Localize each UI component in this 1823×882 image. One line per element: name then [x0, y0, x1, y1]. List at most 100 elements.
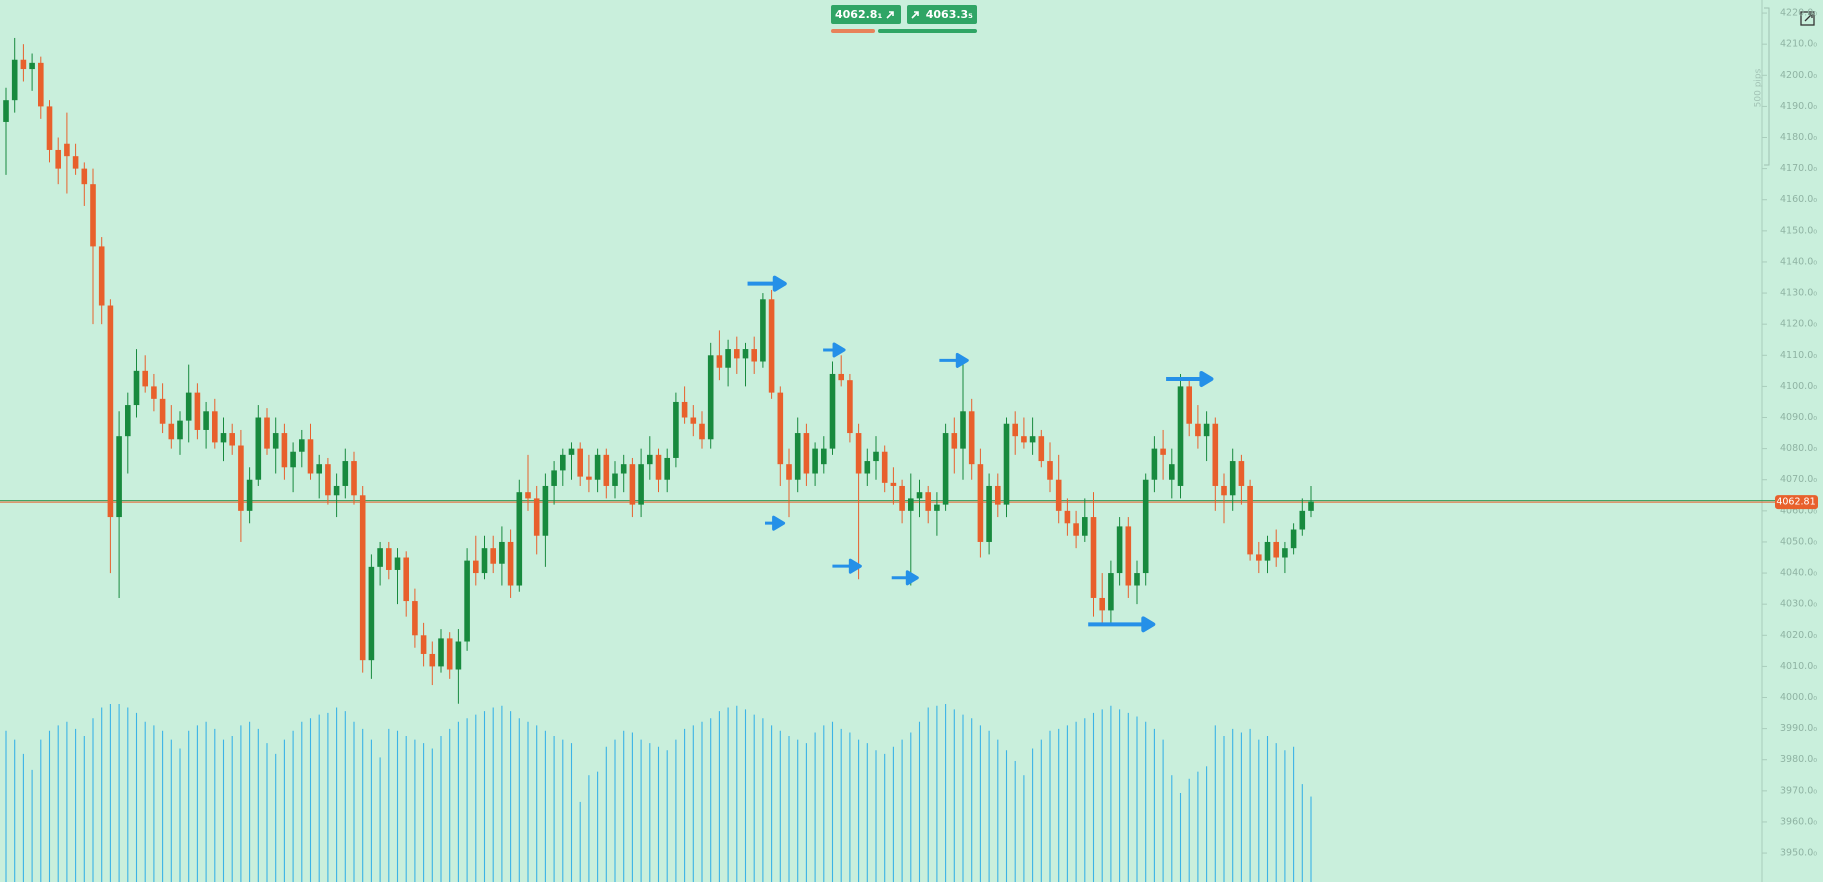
candle-body	[1256, 554, 1262, 561]
candle-body	[681, 401, 688, 418]
candle-body	[159, 398, 166, 424]
candle-body	[560, 454, 566, 471]
candle-body	[464, 560, 470, 642]
buy-button[interactable]	[907, 5, 977, 24]
candle-body	[1290, 529, 1297, 549]
candle-body	[1003, 423, 1010, 505]
candle-body	[11, 59, 18, 101]
candle-body	[803, 433, 810, 474]
candle-body	[1090, 517, 1097, 598]
candle-body	[81, 168, 88, 185]
candle-body	[716, 355, 723, 368]
candle-body	[881, 451, 888, 483]
annotation-arrow	[747, 275, 787, 292]
candle-body	[760, 299, 766, 362]
y-tick-label: 4090.0₀	[1780, 412, 1817, 423]
sell-icon	[886, 11, 894, 19]
candle-body	[229, 433, 235, 446]
candle-body	[1169, 464, 1175, 480]
annotation-arrow	[891, 570, 919, 586]
candle-body	[1142, 479, 1149, 574]
candle-body	[342, 461, 349, 486]
candle-body	[98, 246, 105, 306]
candle-body	[1264, 541, 1271, 561]
candle-body	[742, 349, 749, 359]
y-tick-label: 4120.0₀	[1780, 319, 1817, 330]
candle-body	[359, 495, 366, 661]
y-tick-label: 3950.0₀	[1780, 848, 1817, 859]
candle-body	[1229, 461, 1236, 496]
candle-body	[307, 439, 314, 474]
candle-body	[1021, 436, 1027, 443]
candle-body	[151, 386, 157, 399]
candle-body	[960, 411, 966, 449]
candle-body	[690, 417, 697, 424]
sell-button[interactable]	[831, 5, 901, 24]
candle-body	[629, 464, 636, 505]
y-tick-label: 4030.0₀	[1780, 599, 1817, 610]
candle-body	[412, 601, 418, 636]
candle-body	[1177, 386, 1184, 486]
candle-body	[351, 461, 357, 496]
candle-body	[481, 548, 488, 574]
candle-body	[594, 454, 601, 480]
pips-ruler	[1764, 7, 1770, 166]
y-tick-label: 4140.0₀	[1780, 256, 1817, 267]
candle-body	[246, 479, 253, 511]
candle-body	[1108, 573, 1114, 611]
candle-body	[255, 417, 262, 480]
candle-body	[1012, 423, 1018, 437]
candle-body	[855, 433, 862, 474]
y-tick-label: 4110.0₀	[1780, 350, 1817, 361]
candle-body	[812, 448, 818, 474]
candle-body	[72, 156, 79, 169]
candle-body	[751, 349, 757, 362]
candle-body	[568, 448, 575, 455]
candle-body	[1055, 479, 1062, 511]
candle-body	[1134, 573, 1140, 586]
candle-body	[525, 492, 531, 499]
candle-body	[1273, 541, 1279, 558]
candle-body	[908, 498, 914, 511]
candle-body	[655, 454, 662, 480]
y-tick-label: 4130.0₀	[1780, 288, 1817, 299]
popout-icon[interactable]	[1800, 11, 1815, 26]
candle-body	[829, 373, 836, 449]
buy-icon	[911, 11, 919, 19]
annotation-arrow	[823, 342, 846, 358]
annotation-arrow	[939, 352, 969, 368]
candle-body	[168, 423, 175, 440]
candle-body	[533, 498, 540, 536]
candle-body	[194, 392, 201, 430]
candle-body	[1221, 485, 1227, 496]
candle-body	[1116, 526, 1123, 574]
candle-body	[429, 653, 436, 667]
y-tick-label: 4070.0₀	[1780, 474, 1817, 485]
candle-body	[499, 541, 505, 564]
candle-body	[934, 504, 940, 511]
candle-body	[212, 411, 218, 443]
candle-body	[1038, 436, 1045, 462]
annotation-arrow	[832, 558, 862, 574]
candle-body	[873, 451, 879, 462]
y-tick-label: 4020.0₀	[1780, 630, 1817, 641]
candle-body	[38, 62, 44, 107]
annotation-arrow	[1166, 371, 1214, 388]
y-tick-label: 4220.0₀	[1780, 8, 1817, 19]
candle-body	[1203, 423, 1210, 437]
candle-body	[272, 433, 279, 449]
y-tick-label: 4170.0₀	[1780, 163, 1817, 174]
candle-body	[647, 454, 653, 465]
candle-body	[1082, 517, 1088, 536]
candle-body	[177, 420, 183, 440]
trade-panel: 4062.8₁ 4063.3₅	[831, 5, 977, 33]
y-tick-label: 4200.0₀	[1780, 70, 1817, 81]
candle-body	[777, 392, 784, 465]
candle-body	[3, 100, 9, 122]
candle-body	[507, 541, 514, 586]
sell-price: 4062.8₁	[835, 8, 882, 21]
candle-body	[1099, 597, 1105, 611]
candle-body	[1238, 461, 1245, 486]
y-tick-label: 4180.0₀	[1780, 132, 1817, 143]
candle-body	[847, 380, 853, 434]
